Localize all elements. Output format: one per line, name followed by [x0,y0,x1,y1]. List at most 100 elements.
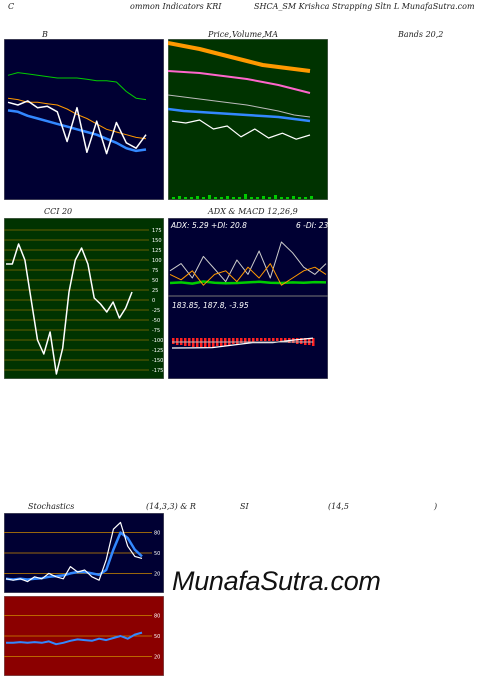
price-ma-series-1 [168,41,311,73]
volume-bar [304,197,307,199]
adx-macd-chart: ADX: 5.29 +DI: 20.8 6 -DI: 23.19 183.85,… [168,218,328,379]
macd-histogram-bar [240,338,243,343]
macd-histogram-bar [236,338,239,344]
cci-tick-label: 125 [152,248,162,254]
price-label-b: Volume, [232,30,265,39]
di-minus-values: 6 -DI: 23.19 [296,221,328,230]
macd-histogram-bar [296,338,299,344]
adx-macd-label: ADX & MACD 12,26,9 [208,207,298,216]
cci-tick-label: -75 [152,328,160,334]
cci-tick-label: 0 [152,298,155,304]
volume-bar [286,197,289,199]
volume-bar [184,197,187,199]
cci-tick-label: -150 [152,358,163,364]
macd-histogram-bar [300,338,303,344]
volume-bar [220,197,223,199]
stoch-label-a: Stochastics [28,502,75,511]
macd-histogram-bar [172,338,175,344]
cci-chart: 175 150 125 100 75 50 25 0 -25 -50 -75 -100 -125 -150… [4,218,164,379]
cci-tick-label: 50 [152,278,158,284]
header-title-a: ommon Indicators KRI [130,2,222,11]
bands-label: B [42,30,48,39]
cci-tick-label: 175 [152,228,162,234]
stoch-label-b: (14,3,3) & R [146,502,196,511]
cci-tick-label: 150 [152,238,162,244]
macd-histogram-bar [284,338,287,342]
volume-bar [178,196,181,199]
bands-series-3 [7,109,147,153]
macd-histogram-bar [280,338,283,342]
macd-histogram-bar [260,338,263,341]
volume-bar [250,197,253,199]
price-chart [168,39,328,200]
volume-bar [208,195,211,199]
rsi-tick-label: 50 [154,634,160,640]
stoch-d-series [5,531,143,581]
rsi-tick-label: 80 [154,614,160,620]
cci-series [6,243,133,375]
volume-bar [298,197,301,199]
cci-tick-label: -100 [152,338,163,344]
price-ma-series-4 [168,107,311,123]
cci-tick-label: 75 [152,268,158,274]
macd-histogram-bar [256,338,259,341]
volume-bar [196,196,199,199]
stoch-k-series [5,521,143,583]
macd-histogram-bar [276,338,279,341]
watermark: MunafaSutra.com [172,566,381,596]
volume-bar [244,194,247,199]
volume-bar [214,197,217,199]
header-left: C [8,2,15,11]
price-label-c: MA [264,30,278,39]
cci-tick-label: 25 [152,288,158,294]
bands-series-1 [7,72,147,101]
volume-bar [280,197,283,199]
volume-bar [172,197,175,199]
bands-right-label: Bands 20,2 [398,30,444,39]
volume-bar [256,197,259,199]
rsi-series [6,631,143,646]
bands-chart [4,39,164,200]
adx-series [169,280,327,285]
stochastics-chart: 80 50 20 [4,513,164,593]
cci-tick-label: -25 [152,308,160,314]
cci-tick-label: 100 [152,258,162,264]
adx-values: ADX: 5.29 +DI: 20.8 [170,221,247,230]
macd-histogram-bar [252,338,255,342]
stoch-tick-label: 50 [154,551,160,557]
bands-series-group [7,72,147,155]
volume-bar [310,196,313,199]
price-ma-series-2 [168,70,311,94]
stoch-tick-label: 20 [154,571,160,577]
volume-bars [172,194,313,199]
macd-histogram-bar [268,338,271,341]
stoch-tick-label: 80 [154,531,160,537]
di-minus-series [169,263,327,286]
cci-label: CCI 20 [44,207,73,216]
rsi-tick-label: 20 [154,654,160,660]
stoch-label-d: (14,5 [328,502,349,511]
volume-bar [226,196,229,199]
macd-histogram-bar [312,338,315,346]
macd-histogram-bar [244,338,247,343]
volume-bar [232,197,235,199]
volume-bar [268,197,271,199]
bands-series-4 [7,100,147,155]
cci-tick-label: -175 [152,368,163,374]
stoch-label-e: ) [434,502,438,511]
macd-histogram-bar [232,338,235,344]
volume-bar [202,197,205,199]
price-ma-series-3 [168,94,311,118]
rsi-chart: 80 50 20 [4,596,164,676]
macd-series [171,337,314,349]
stoch-label-c: SI [240,502,249,511]
cci-tick-label: -50 [152,318,160,324]
volume-bar [190,197,193,199]
macd-histogram-bar [264,338,267,341]
price-series [171,119,311,140]
volume-bar [274,195,277,199]
volume-bar [292,196,295,199]
cci-tick-label: -125 [152,348,163,354]
macd-histogram-bar [272,338,275,341]
macd-histogram-bar [248,338,251,342]
